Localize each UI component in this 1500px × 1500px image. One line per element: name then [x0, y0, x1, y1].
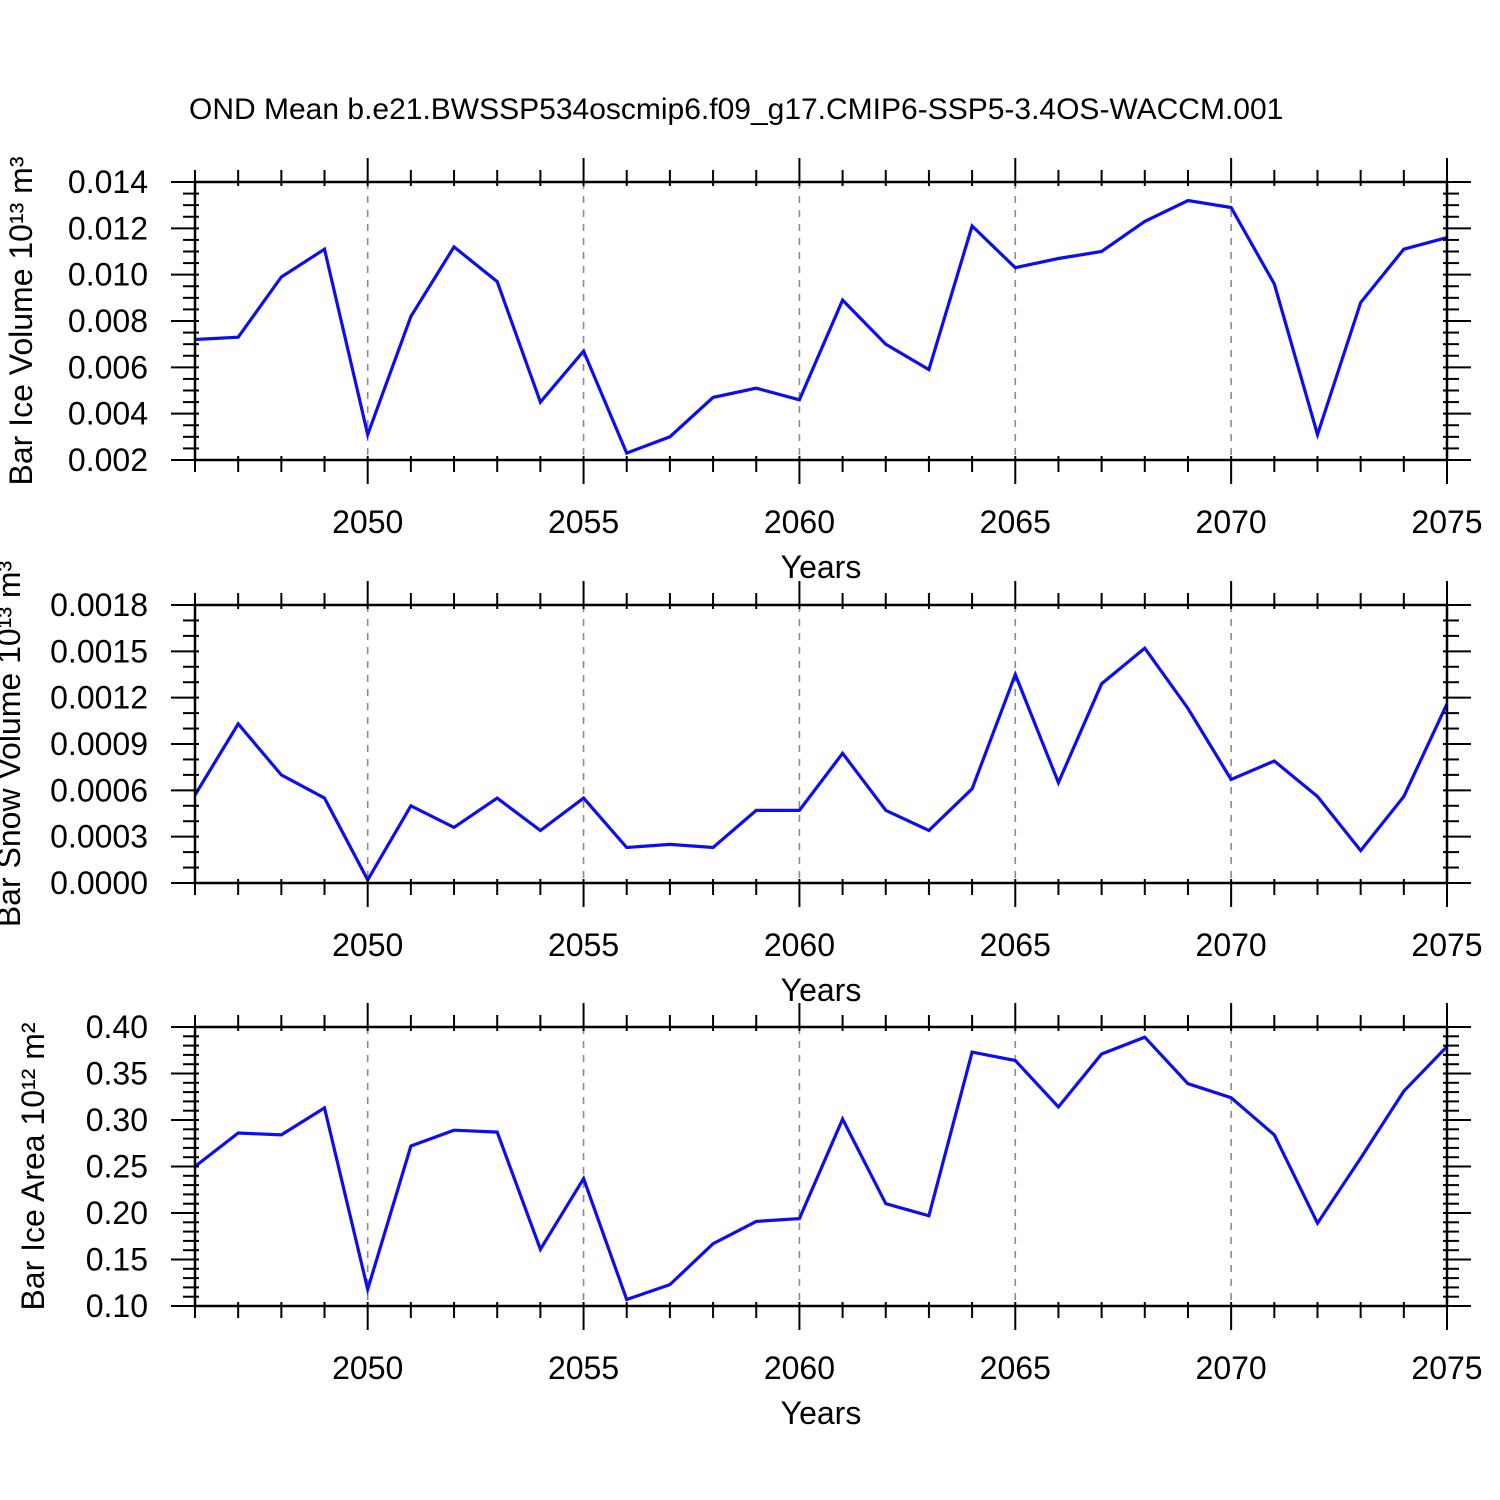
x-tick-label: 2060 [764, 1350, 835, 1386]
x-tick-label: 2060 [764, 927, 835, 963]
x-tick-label: 2055 [548, 504, 619, 540]
panel-snow-volume: 0.0000 0.0003 0.0006 0.0009 0.0012 0.0015 0.00… [0, 560, 1483, 1008]
y-tick-label: 0.014 [68, 164, 148, 200]
y-axis-title: Bar Ice Area 10¹² m² [15, 1022, 51, 1310]
series-line-snow-volume [193, 645, 1449, 884]
y-tick-label: 0.006 [68, 349, 148, 385]
y-tick-label: 0.0015 [50, 633, 148, 669]
y-tick-label: 0.35 [86, 1056, 148, 1092]
plot-frame [193, 180, 1449, 462]
x-tick-label: 2065 [980, 504, 1051, 540]
x-tick-label: 2055 [548, 927, 619, 963]
y-tick-label: 0.0003 [50, 819, 148, 855]
x-axis-title: Years [781, 972, 862, 1008]
y-tick-label: 0.30 [86, 1102, 148, 1138]
x-tick-label: 2070 [1196, 504, 1267, 540]
series-line-ice-area [194, 1035, 1449, 1302]
x-tick-label: 2055 [548, 1350, 619, 1386]
x-tick-label: 2075 [1411, 504, 1482, 540]
x-axis-title: Years [781, 1395, 862, 1431]
plot-frame [193, 603, 1449, 885]
y-tick-label: 0.15 [86, 1242, 148, 1278]
x-axis-title: Years [781, 549, 862, 585]
y-tick-label: 0.0000 [50, 865, 148, 901]
y-tick-label: 0.20 [86, 1195, 148, 1231]
x-tick-label: 2065 [980, 927, 1051, 963]
x-tick-label: 2050 [332, 504, 403, 540]
y-tick-label: 0.25 [86, 1149, 148, 1185]
y-tick-label: 0.40 [86, 1009, 148, 1045]
y-tick-label: 0.10 [86, 1288, 148, 1324]
x-tick-label: 2050 [332, 927, 403, 963]
x-tick-label: 2075 [1411, 1350, 1482, 1386]
y-tick-label: 0.002 [68, 442, 148, 478]
y-tick-label: 0.004 [68, 396, 148, 432]
y-tick-label: 0.010 [68, 257, 148, 293]
y-tick-label: 0.0009 [50, 726, 148, 762]
y-tick-label: 0.0006 [50, 772, 148, 808]
panel-ice-volume: 0.002 0.004 0.006 0.008 0.010 0.012 0.014 2050 2… [3, 156, 1483, 585]
x-tick-label: 2060 [764, 504, 835, 540]
series-line-ice-volume [194, 198, 1448, 456]
y-axis-title: Bar Snow Volume 10¹³ m³ [0, 560, 27, 927]
y-tick-label: 0.0012 [50, 680, 148, 716]
x-tick-label: 2075 [1411, 927, 1482, 963]
x-tick-label: 2070 [1196, 927, 1267, 963]
y-tick-label: 0.0018 [50, 587, 148, 623]
figure-title: OND Mean b.e21.BWSSP534oscmip6.f09_g17.C… [189, 93, 1284, 126]
panel-ice-area: 0.10 0.15 0.20 0.25 0.30 0.35 0.40 2050 2055 2060… [15, 1003, 1483, 1431]
x-tick-label: 2065 [980, 1350, 1051, 1386]
y-axis-title: Bar Ice Volume 10¹³ m³ [3, 156, 39, 485]
y-tick-label: 0.012 [68, 210, 148, 246]
y-tick-label: 0.008 [68, 303, 148, 339]
x-tick-label: 2050 [332, 1350, 403, 1386]
x-tick-label: 2070 [1196, 1350, 1267, 1386]
